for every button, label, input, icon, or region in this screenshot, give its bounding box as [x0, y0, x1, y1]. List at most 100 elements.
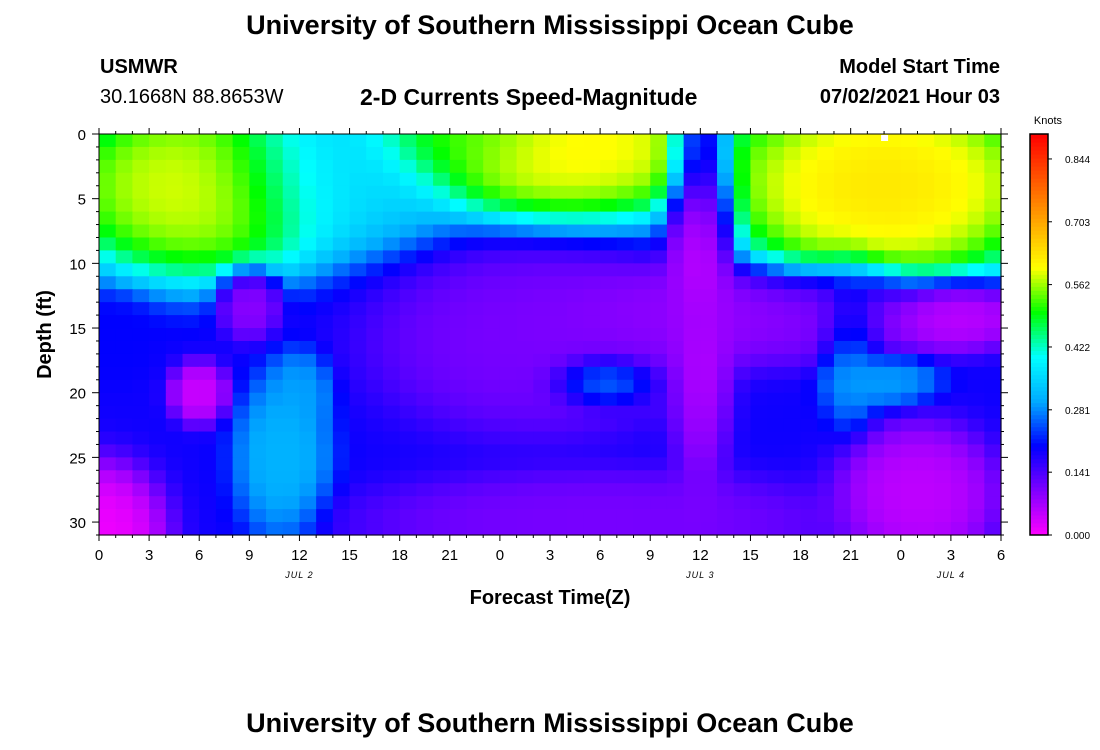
heatmap-cell — [733, 509, 752, 523]
heatmap-cell — [550, 483, 568, 497]
heatmap-cell — [783, 496, 802, 510]
heatmap-cell — [316, 211, 334, 226]
heatmap-cell — [499, 457, 518, 471]
heatmap-cell — [349, 392, 367, 407]
heatmap-cell — [683, 405, 701, 420]
heatmap-cell — [583, 237, 601, 252]
heatmap-cell — [299, 328, 317, 342]
colorbar-step — [1030, 162, 1048, 167]
heatmap-cell — [182, 496, 200, 510]
heatmap-cell — [733, 353, 752, 368]
heatmap-cell — [683, 263, 701, 277]
heatmap-cell — [149, 315, 167, 329]
heatmap-cell — [950, 457, 969, 471]
heatmap-cell — [767, 496, 785, 510]
heatmap-cell — [984, 431, 1002, 446]
heatmap-cell — [266, 431, 284, 446]
heatmap-cell — [666, 418, 685, 433]
heatmap-cell — [332, 340, 351, 355]
heatmap-cell — [733, 366, 752, 381]
heatmap-cell — [967, 250, 985, 264]
heatmap-cell — [750, 172, 768, 187]
heatmap-cell — [666, 405, 685, 420]
heatmap-cell — [99, 379, 117, 394]
heatmap-cell — [516, 134, 534, 148]
heatmap-cell — [416, 172, 434, 187]
heatmap-cell — [483, 159, 501, 174]
heatmap-cell — [917, 250, 935, 264]
heatmap-cell — [817, 328, 835, 342]
heatmap-cell — [165, 172, 184, 187]
heatmap-cell — [516, 211, 534, 226]
heatmap-cell — [616, 509, 635, 523]
heatmap-cell — [499, 509, 518, 523]
heatmap-cell — [850, 224, 868, 239]
heatmap-cell — [900, 146, 919, 161]
heatmap-cell — [466, 340, 484, 355]
heatmap-cell — [750, 353, 768, 368]
heatmap-cell — [967, 509, 985, 523]
heatmap-cell — [817, 224, 835, 239]
heatmap-cell — [149, 392, 167, 407]
heatmap-cell — [232, 496, 250, 510]
heatmap-cell — [633, 263, 651, 277]
heatmap-cell — [934, 457, 952, 471]
heatmap-cell — [984, 159, 1002, 174]
colorbar-step — [1030, 134, 1048, 139]
heatmap-cell — [399, 353, 417, 368]
heatmap-cell — [633, 315, 651, 329]
heatmap-cell — [249, 237, 267, 252]
heatmap-cell — [199, 315, 217, 329]
heatmap-cell — [666, 496, 685, 510]
heatmap-cell — [900, 211, 919, 226]
heatmap-cell — [867, 496, 885, 510]
heatmap-cell — [399, 224, 417, 239]
heatmap-cell — [583, 470, 601, 484]
heatmap-cell — [650, 185, 668, 200]
heatmap-cell — [750, 431, 768, 446]
heatmap-cell — [984, 250, 1002, 264]
heatmap-cell — [934, 134, 952, 148]
heatmap-cell — [616, 496, 635, 510]
heatmap-cell — [149, 328, 167, 342]
heatmap-cell — [399, 496, 417, 510]
heatmap-cell — [399, 366, 417, 381]
heatmap-cell — [99, 172, 117, 187]
heatmap-cell — [433, 353, 451, 368]
heatmap-cell — [566, 353, 584, 368]
heatmap-cell — [700, 392, 718, 407]
heatmap-cell — [466, 159, 484, 174]
heatmap-cell — [850, 198, 868, 213]
heatmap-cell — [416, 496, 434, 510]
heatmap-cell — [950, 211, 969, 226]
heatmap-cell — [666, 353, 685, 368]
heatmap-cell — [99, 366, 117, 381]
heatmap-cell — [750, 522, 768, 536]
heatmap-cell — [215, 198, 234, 213]
heatmap-cell — [934, 470, 952, 484]
heatmap-cell — [316, 522, 334, 536]
heatmap-cell — [767, 289, 785, 303]
heatmap-cell — [399, 418, 417, 433]
heatmap-cell — [600, 379, 618, 394]
colorbar-step — [1030, 170, 1048, 175]
heatmap-cell — [382, 379, 401, 394]
heatmap-cell — [299, 366, 317, 381]
heatmap-cell — [833, 392, 852, 407]
heatmap-cell — [700, 134, 718, 148]
heatmap-cell — [115, 328, 133, 342]
heatmap-cell — [950, 431, 969, 446]
heatmap-cell — [399, 237, 417, 252]
heatmap-cell — [99, 146, 117, 161]
heatmap-cell — [483, 431, 501, 446]
heatmap-cell — [633, 159, 651, 174]
heatmap-cell — [232, 418, 250, 433]
heatmap-cell — [884, 340, 902, 355]
heatmap-cell — [600, 185, 618, 200]
heatmap-cell — [717, 315, 735, 329]
heatmap-cell — [399, 134, 417, 148]
heatmap-cell — [700, 483, 718, 497]
heatmap-cell — [767, 302, 785, 316]
heatmap-cell — [733, 328, 752, 342]
heatmap-cell — [783, 315, 802, 329]
